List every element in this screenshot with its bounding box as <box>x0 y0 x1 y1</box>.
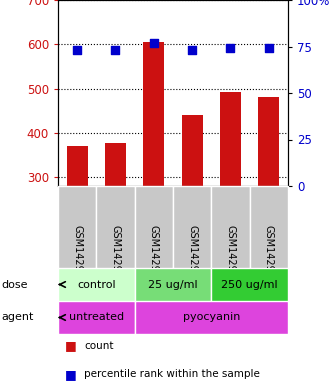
Bar <box>135 268 211 301</box>
Text: percentile rank within the sample: percentile rank within the sample <box>84 369 260 379</box>
Bar <box>211 186 250 268</box>
Point <box>151 40 157 46</box>
Bar <box>135 301 288 334</box>
Bar <box>58 301 135 334</box>
Point <box>113 47 118 53</box>
Text: control: control <box>77 280 116 290</box>
Bar <box>58 268 135 301</box>
Text: untreated: untreated <box>69 313 124 323</box>
Text: 25 ug/ml: 25 ug/ml <box>148 280 198 290</box>
Text: GSM142985: GSM142985 <box>187 225 197 285</box>
Bar <box>58 186 96 268</box>
Text: GSM142983: GSM142983 <box>149 225 159 285</box>
Bar <box>250 186 288 268</box>
Text: GSM142986: GSM142986 <box>225 225 235 285</box>
Text: dose: dose <box>2 280 28 290</box>
Bar <box>182 115 203 186</box>
Text: GSM142984: GSM142984 <box>111 225 120 285</box>
Bar <box>173 186 211 268</box>
Point <box>228 45 233 51</box>
Bar <box>105 142 126 186</box>
Bar <box>135 186 173 268</box>
Point <box>74 47 80 53</box>
Text: GSM142982: GSM142982 <box>72 225 82 285</box>
Text: count: count <box>84 341 114 351</box>
Bar <box>67 146 88 186</box>
Text: agent: agent <box>2 313 34 323</box>
Text: GSM142987: GSM142987 <box>264 225 274 285</box>
Bar <box>143 42 164 186</box>
Text: pyocyanin: pyocyanin <box>183 313 240 323</box>
Text: ■: ■ <box>65 339 76 352</box>
Bar <box>258 96 279 186</box>
Bar <box>96 186 135 268</box>
Point <box>266 45 271 51</box>
Text: ■: ■ <box>65 368 76 381</box>
Text: 250 ug/ml: 250 ug/ml <box>221 280 278 290</box>
Point <box>189 47 195 53</box>
Bar <box>211 268 288 301</box>
Bar <box>220 92 241 186</box>
